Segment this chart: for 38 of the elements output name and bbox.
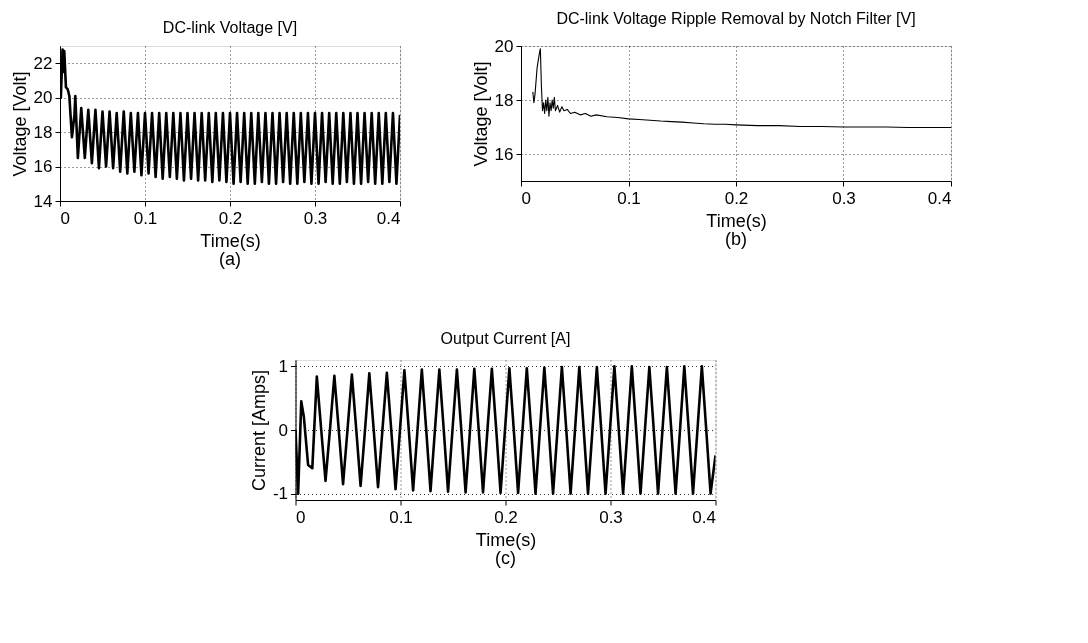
text: (b) (725, 229, 747, 249)
x-tick-label: 0.1 (617, 188, 641, 208)
y-tick-label: 18 (33, 122, 53, 142)
x-tick-label: 0.2 (724, 188, 749, 208)
x-tick-label: 0.4 (927, 188, 952, 208)
x-tick-label: 0 (521, 188, 531, 208)
x-tick-label: 0 (60, 208, 70, 228)
x-tick-label: 0.1 (133, 208, 158, 228)
y-tick-label: -1 (272, 484, 288, 504)
y-tick-label: 18 (494, 90, 514, 110)
chart-title: Output Current [A] (440, 330, 571, 348)
x-tick-label: 0.4 (692, 507, 716, 527)
chart-title: DC-link Voltage [V] (162, 19, 298, 36)
y-tick-label: 20 (494, 36, 514, 56)
x-tick-label: 0.2 (494, 507, 518, 527)
x-tick-label: 0.3 (832, 188, 856, 208)
text: (a) (219, 249, 241, 269)
y-axis-title: Current [Amps] (248, 369, 269, 492)
x-tick-label: 0.3 (303, 208, 328, 228)
chart-title: DC-link Voltage Ripple Removal by Notch Filter [V] (556, 10, 916, 27)
y-tick-label: 22 (33, 53, 53, 73)
y-axis-title: Voltage [Volt] (9, 71, 30, 177)
y-tick-label: 0 (278, 420, 288, 440)
y-tick-label: 1 (278, 356, 288, 376)
x-axis-title: Time(s) (475, 529, 537, 550)
y-tick-label: 16 (33, 157, 53, 177)
x-axis-title: Time(s) (706, 210, 767, 231)
x-tick-label: 0.4 (376, 208, 401, 228)
x-tick-label: 0.1 (389, 507, 413, 527)
y-axis-title: Voltage [Volt] (470, 61, 491, 167)
y-tick-label: 20 (33, 88, 53, 108)
x-axis-title: Time(s) (200, 230, 261, 251)
x-tick-label: 0 (296, 507, 306, 527)
text: (c) (495, 548, 516, 568)
y-tick-label: 16 (494, 144, 514, 164)
y-tick-label: 14 (33, 191, 53, 211)
x-tick-label: 0.2 (218, 208, 243, 228)
x-tick-label: 0.3 (599, 507, 623, 527)
